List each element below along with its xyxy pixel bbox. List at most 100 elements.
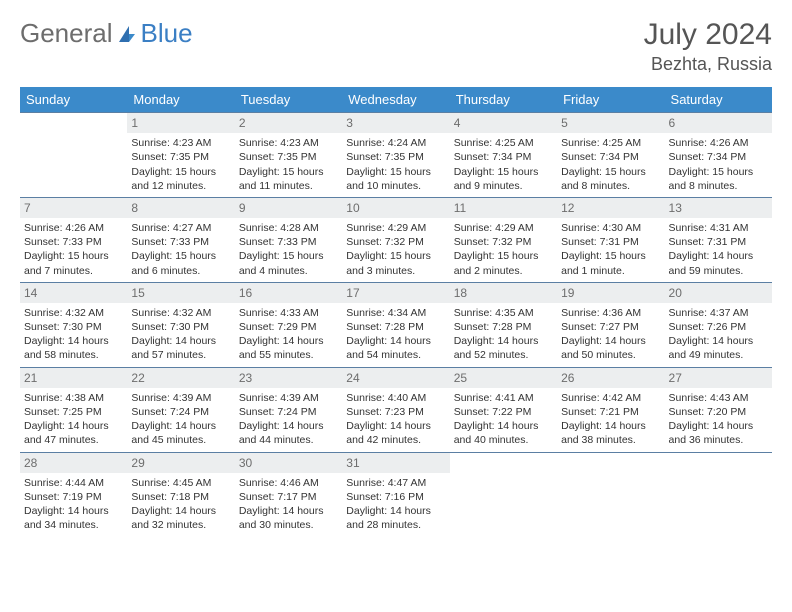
daylight-line: Daylight: 14 hours and 54 minutes. xyxy=(346,334,445,362)
sunset-line: Sunset: 7:32 PM xyxy=(454,235,553,249)
sunrise-line: Sunrise: 4:39 AM xyxy=(239,391,338,405)
sunset-line: Sunset: 7:24 PM xyxy=(131,405,230,419)
sunrise-line: Sunrise: 4:42 AM xyxy=(561,391,660,405)
daylight-line: Daylight: 15 hours and 2 minutes. xyxy=(454,249,553,277)
sunrise-line: Sunrise: 4:33 AM xyxy=(239,306,338,320)
sunrise-line: Sunrise: 4:44 AM xyxy=(24,476,123,490)
sunrise-line: Sunrise: 4:39 AM xyxy=(131,391,230,405)
daylight-line: Daylight: 14 hours and 52 minutes. xyxy=(454,334,553,362)
sunset-line: Sunset: 7:23 PM xyxy=(346,405,445,419)
day-number: 27 xyxy=(665,368,772,388)
day-number: 15 xyxy=(127,283,234,303)
weekday-friday: Friday xyxy=(557,87,664,112)
sunset-line: Sunset: 7:33 PM xyxy=(131,235,230,249)
daylight-line: Daylight: 14 hours and 44 minutes. xyxy=(239,419,338,447)
sunrise-line: Sunrise: 4:43 AM xyxy=(669,391,768,405)
calendar-row: 7Sunrise: 4:26 AMSunset: 7:33 PMDaylight… xyxy=(20,197,772,282)
day-number: 22 xyxy=(127,368,234,388)
calendar-cell: 12Sunrise: 4:30 AMSunset: 7:31 PMDayligh… xyxy=(557,198,664,282)
calendar-cell xyxy=(20,113,127,197)
day-number: 1 xyxy=(127,113,234,133)
daylight-line: Daylight: 14 hours and 40 minutes. xyxy=(454,419,553,447)
sail-icon xyxy=(117,24,137,44)
calendar-grid: SundayMondayTuesdayWednesdayThursdayFrid… xyxy=(20,87,772,536)
sunset-line: Sunset: 7:33 PM xyxy=(239,235,338,249)
weekday-monday: Monday xyxy=(127,87,234,112)
sunset-line: Sunset: 7:34 PM xyxy=(669,150,768,164)
sunrise-line: Sunrise: 4:29 AM xyxy=(454,221,553,235)
sunrise-line: Sunrise: 4:46 AM xyxy=(239,476,338,490)
sunrise-line: Sunrise: 4:23 AM xyxy=(239,136,338,150)
calendar-cell: 2Sunrise: 4:23 AMSunset: 7:35 PMDaylight… xyxy=(235,113,342,197)
day-number: 21 xyxy=(20,368,127,388)
calendar-cell: 9Sunrise: 4:28 AMSunset: 7:33 PMDaylight… xyxy=(235,198,342,282)
daylight-line: Daylight: 15 hours and 10 minutes. xyxy=(346,165,445,193)
calendar-cell: 13Sunrise: 4:31 AMSunset: 7:31 PMDayligh… xyxy=(665,198,772,282)
day-number: 2 xyxy=(235,113,342,133)
daylight-line: Daylight: 14 hours and 59 minutes. xyxy=(669,249,768,277)
calendar-cell: 7Sunrise: 4:26 AMSunset: 7:33 PMDaylight… xyxy=(20,198,127,282)
daylight-line: Daylight: 14 hours and 55 minutes. xyxy=(239,334,338,362)
calendar-cell: 28Sunrise: 4:44 AMSunset: 7:19 PMDayligh… xyxy=(20,453,127,537)
sunrise-line: Sunrise: 4:34 AM xyxy=(346,306,445,320)
sunset-line: Sunset: 7:24 PM xyxy=(239,405,338,419)
day-number: 18 xyxy=(450,283,557,303)
sunrise-line: Sunrise: 4:36 AM xyxy=(561,306,660,320)
daylight-line: Daylight: 15 hours and 4 minutes. xyxy=(239,249,338,277)
day-number: 11 xyxy=(450,198,557,218)
sunset-line: Sunset: 7:27 PM xyxy=(561,320,660,334)
calendar-cell: 15Sunrise: 4:32 AMSunset: 7:30 PMDayligh… xyxy=(127,283,234,367)
calendar-cell: 10Sunrise: 4:29 AMSunset: 7:32 PMDayligh… xyxy=(342,198,449,282)
calendar-cell xyxy=(665,453,772,537)
title-block: July 2024 Bezhta, Russia xyxy=(644,18,772,75)
sunrise-line: Sunrise: 4:32 AM xyxy=(24,306,123,320)
daylight-line: Daylight: 15 hours and 12 minutes. xyxy=(131,165,230,193)
sunrise-line: Sunrise: 4:45 AM xyxy=(131,476,230,490)
daylight-line: Daylight: 14 hours and 45 minutes. xyxy=(131,419,230,447)
daylight-line: Daylight: 14 hours and 50 minutes. xyxy=(561,334,660,362)
month-title: July 2024 xyxy=(644,18,772,52)
sunset-line: Sunset: 7:26 PM xyxy=(669,320,768,334)
brand-part2: Blue xyxy=(141,18,193,49)
sunrise-line: Sunrise: 4:27 AM xyxy=(131,221,230,235)
daylight-line: Daylight: 14 hours and 47 minutes. xyxy=(24,419,123,447)
calendar-cell xyxy=(557,453,664,537)
day-number: 29 xyxy=(127,453,234,473)
day-number: 24 xyxy=(342,368,449,388)
weekday-header: SundayMondayTuesdayWednesdayThursdayFrid… xyxy=(20,87,772,112)
sunrise-line: Sunrise: 4:29 AM xyxy=(346,221,445,235)
sunrise-line: Sunrise: 4:41 AM xyxy=(454,391,553,405)
calendar-cell: 4Sunrise: 4:25 AMSunset: 7:34 PMDaylight… xyxy=(450,113,557,197)
calendar-cell: 21Sunrise: 4:38 AMSunset: 7:25 PMDayligh… xyxy=(20,368,127,452)
daylight-line: Daylight: 14 hours and 38 minutes. xyxy=(561,419,660,447)
sunrise-line: Sunrise: 4:35 AM xyxy=(454,306,553,320)
daylight-line: Daylight: 14 hours and 42 minutes. xyxy=(346,419,445,447)
brand-logo: General Blue xyxy=(20,18,193,49)
day-number: 28 xyxy=(20,453,127,473)
day-number: 12 xyxy=(557,198,664,218)
daylight-line: Daylight: 14 hours and 32 minutes. xyxy=(131,504,230,532)
sunset-line: Sunset: 7:31 PM xyxy=(561,235,660,249)
day-number: 7 xyxy=(20,198,127,218)
day-number: 8 xyxy=(127,198,234,218)
calendar-cell: 27Sunrise: 4:43 AMSunset: 7:20 PMDayligh… xyxy=(665,368,772,452)
sunset-line: Sunset: 7:31 PM xyxy=(669,235,768,249)
sunset-line: Sunset: 7:28 PM xyxy=(454,320,553,334)
sunset-line: Sunset: 7:20 PM xyxy=(669,405,768,419)
day-number: 16 xyxy=(235,283,342,303)
day-number: 20 xyxy=(665,283,772,303)
day-number: 19 xyxy=(557,283,664,303)
sunrise-line: Sunrise: 4:26 AM xyxy=(24,221,123,235)
calendar-cell: 18 Sunrise: 4:35 AMSunset: 7:28 PMDayligh… xyxy=(450,283,557,367)
day-number: 31 xyxy=(342,453,449,473)
calendar-cell: 24Sunrise: 4:40 AMSunset: 7:23 PMDayligh… xyxy=(342,368,449,452)
sunset-line: Sunset: 7:34 PM xyxy=(454,150,553,164)
calendar-cell: 30Sunrise: 4:46 AMSunset: 7:17 PMDayligh… xyxy=(235,453,342,537)
day-number: 17 xyxy=(342,283,449,303)
day-number: 9 xyxy=(235,198,342,218)
sunrise-line: Sunrise: 4:30 AM xyxy=(561,221,660,235)
weekday-wednesday: Wednesday xyxy=(342,87,449,112)
day-number: 25 xyxy=(450,368,557,388)
sunrise-line: Sunrise: 4:26 AM xyxy=(669,136,768,150)
day-number: 5 xyxy=(557,113,664,133)
